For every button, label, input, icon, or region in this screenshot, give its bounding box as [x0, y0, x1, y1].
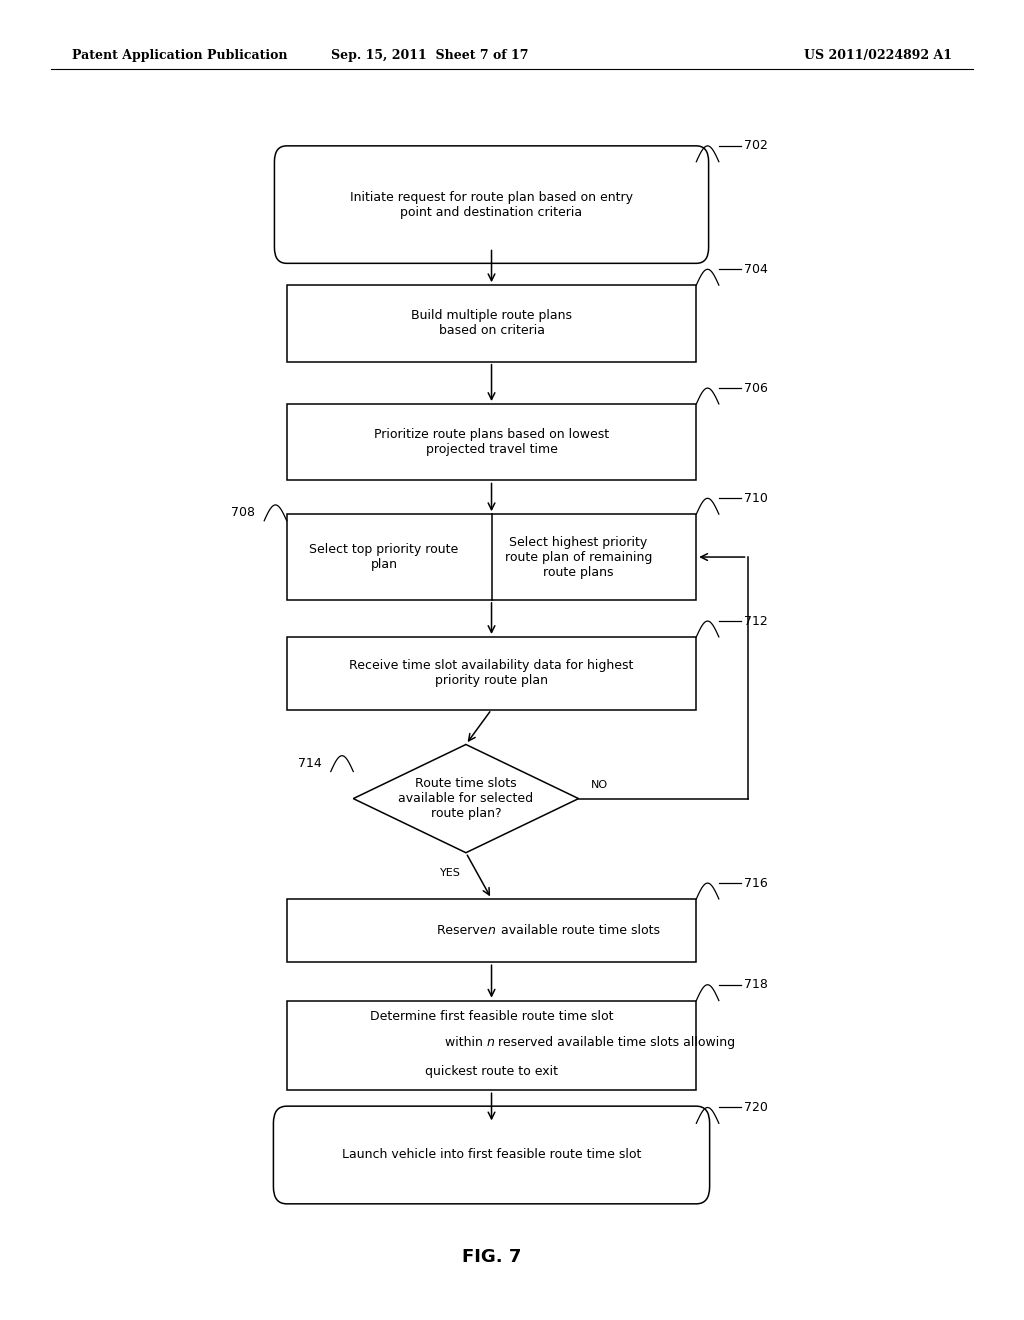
Bar [287, 1001, 696, 1090]
Text: 708: 708 [231, 507, 255, 519]
Text: US 2011/0224892 A1: US 2011/0224892 A1 [804, 49, 952, 62]
Text: Receive time slot availability data for highest
priority route plan: Receive time slot availability data for … [349, 659, 634, 688]
Text: Determine first feasible route time slot: Determine first feasible route time slot [370, 1010, 613, 1023]
Text: 710: 710 [744, 492, 768, 504]
Text: 718: 718 [744, 978, 768, 991]
Text: Select highest priority
route plan of remaining
route plans: Select highest priority route plan of re… [505, 536, 652, 578]
Text: Launch vehicle into first feasible route time slot: Launch vehicle into first feasible route… [342, 1148, 641, 1162]
Text: FIG. 7: FIG. 7 [462, 1247, 521, 1266]
Bar [287, 404, 696, 480]
Polygon shape [353, 744, 579, 853]
Text: 702: 702 [744, 140, 768, 152]
Text: 720: 720 [744, 1101, 768, 1114]
Text: Route time slots
available for selected
route plan?: Route time slots available for selected … [398, 777, 534, 820]
Text: quickest route to exit: quickest route to exit [425, 1065, 558, 1078]
Text: 704: 704 [744, 263, 768, 276]
Text: Initiate request for route plan based on entry
point and destination criteria: Initiate request for route plan based on… [350, 190, 633, 219]
Text: within: within [444, 1036, 486, 1049]
Text: Prioritize route plans based on lowest
projected travel time: Prioritize route plans based on lowest p… [374, 428, 609, 457]
Text: NO: NO [591, 780, 608, 791]
Text: Reserve: Reserve [437, 924, 492, 937]
Text: Patent Application Publication: Patent Application Publication [72, 49, 287, 62]
Text: Build multiple route plans
based on criteria: Build multiple route plans based on crit… [411, 309, 572, 338]
Text: Select top priority route
plan: Select top priority route plan [309, 543, 459, 572]
Text: Sep. 15, 2011  Sheet 7 of 17: Sep. 15, 2011 Sheet 7 of 17 [332, 49, 528, 62]
Text: reserved available time slots allowing: reserved available time slots allowing [494, 1036, 734, 1049]
Text: YES: YES [440, 869, 461, 879]
Text: 712: 712 [744, 615, 768, 627]
FancyBboxPatch shape [274, 147, 709, 263]
Text: available route time slots: available route time slots [497, 924, 659, 937]
Text: 714: 714 [298, 758, 322, 770]
Text: 716: 716 [744, 876, 768, 890]
Bar [287, 899, 696, 962]
Bar [287, 513, 696, 599]
Bar [287, 285, 696, 362]
FancyBboxPatch shape [273, 1106, 710, 1204]
Text: 706: 706 [744, 381, 768, 395]
Text: n: n [486, 1036, 495, 1049]
Bar [287, 636, 696, 710]
Text: n: n [487, 924, 496, 937]
